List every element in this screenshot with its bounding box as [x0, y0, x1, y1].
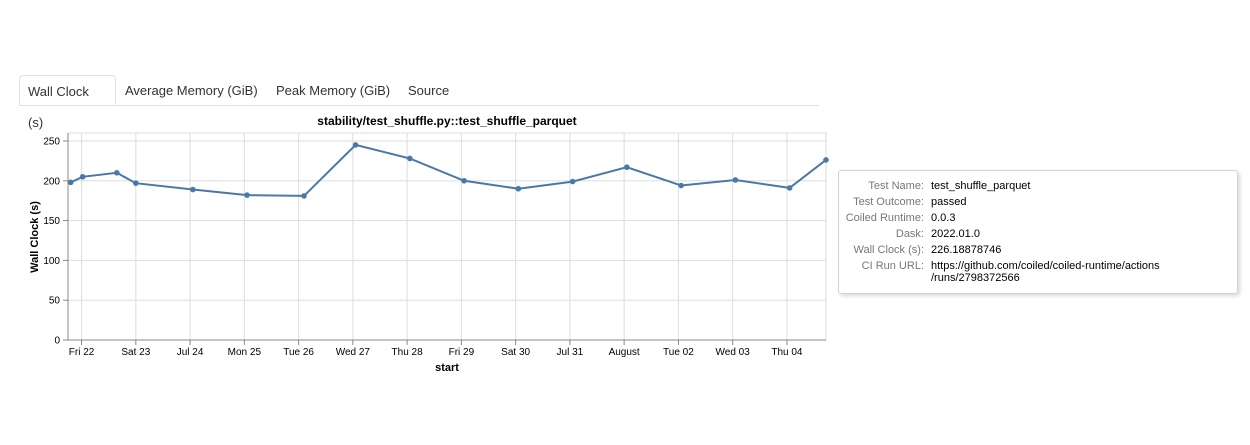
x-tick-label: Tue 02 — [663, 347, 694, 358]
y-tick-label: 200 — [43, 176, 60, 187]
chart-axes: 0 50 100 150 200 250 Fri 22 Sat 23 Jul 24 Mon 25 T… — [43, 133, 826, 358]
y-tick-label: 150 — [43, 216, 60, 227]
data-point — [79, 173, 86, 180]
tooltip-value: passed — [931, 196, 967, 208]
tooltip-value: test_shuffle_parquet — [931, 180, 1031, 192]
y-tick-label: 0 — [54, 336, 60, 347]
data-point — [786, 185, 793, 191]
chart-grid — [67, 132, 827, 341]
hover-tooltip: Test Name: test_shuffle_parquet Test Outco… — [838, 170, 1238, 294]
x-tick-label: Tue 26 — [283, 347, 314, 358]
x-tick-label: Fri 29 — [449, 347, 475, 358]
x-tick-label: Mon 25 — [228, 347, 262, 358]
tooltip-key: Wall Clock (s): — [853, 244, 924, 256]
tooltip-key: Test Outcome: — [853, 196, 924, 208]
tab-source[interactable]: Source — [408, 83, 450, 98]
data-point — [461, 177, 467, 184]
data-point — [114, 170, 120, 176]
data-point — [67, 179, 74, 186]
data-point — [732, 177, 739, 183]
x-tick-label: Wed 27 — [336, 347, 371, 358]
tooltip-key: Coiled Runtime: — [845, 212, 924, 224]
x-tick-label: Jul 24 — [177, 347, 204, 358]
tooltip-key: CI Run URL: — [861, 260, 924, 272]
x-tick-label: Fri 22 — [69, 347, 95, 358]
x-axis-label: start — [435, 362, 459, 374]
data-point — [133, 180, 139, 186]
data-point — [569, 178, 576, 185]
data-point — [624, 164, 630, 171]
x-tick-label: Jul 31 — [557, 347, 584, 358]
x-tick-label: Wed 03 — [716, 347, 751, 358]
y-axis-label: Wall Clock (s) — [29, 201, 41, 273]
series-line — [70, 143, 827, 197]
y-tick-label: 50 — [49, 296, 61, 307]
data-point — [301, 193, 307, 199]
wall-clock-chart: 0 50 100 150 200 250 Fri 22 Sat 23 Jul 24 Mon 25 T… — [29, 114, 829, 374]
tooltip-value: https://github.com/coiled/coiled-runtime… — [931, 260, 1160, 284]
x-tick-label: Sat 30 — [501, 347, 530, 358]
tooltip-value: 2022.01.0 — [931, 228, 980, 240]
x-tick-label: August — [609, 347, 640, 358]
tab-peak-memory[interactable]: Peak Memory (GiB) — [276, 83, 391, 98]
chart-title: stability/test_shuffle.py::test_shuffle_… — [317, 114, 576, 128]
data-point — [407, 155, 413, 162]
data-point — [515, 185, 522, 192]
y-tick-label: 100 — [43, 256, 60, 267]
chart-series — [67, 142, 829, 199]
metric-tabs: Wall Clock (s) Average Memory (GiB) Peak… — [19, 75, 819, 130]
x-tick-label: Sat 23 — [121, 347, 150, 358]
x-tick-label: Thu 04 — [771, 347, 803, 358]
data-point — [244, 192, 250, 198]
data-point — [823, 157, 829, 163]
x-tick-label: Thu 28 — [392, 347, 424, 358]
data-point — [352, 142, 359, 148]
tooltip-key: Dask: — [895, 228, 924, 240]
data-point — [678, 182, 684, 189]
data-point — [189, 186, 196, 193]
tab-average-memory[interactable]: Average Memory (GiB) — [125, 83, 258, 98]
plot-frame — [67, 132, 827, 341]
tooltip-key: Test Name: — [868, 180, 924, 192]
tab-wall-clock[interactable]: Wall Clock (s) — [19, 75, 116, 130]
y-tick-label: 250 — [43, 136, 60, 147]
tooltip-value: 0.0.3 — [931, 212, 956, 224]
tooltip-value: 226.18878746 — [931, 244, 1002, 256]
